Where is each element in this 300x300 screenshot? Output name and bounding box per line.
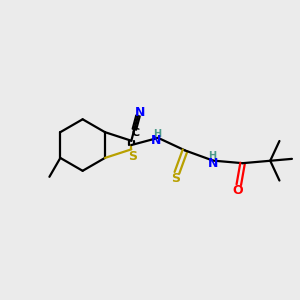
Text: N: N (135, 106, 145, 119)
Text: N: N (208, 157, 218, 170)
Text: O: O (232, 184, 243, 197)
Text: H: H (208, 151, 216, 160)
Text: S: S (171, 172, 180, 185)
Text: N: N (151, 134, 161, 147)
Text: C: C (131, 128, 140, 138)
Text: H: H (153, 129, 161, 139)
Text: S: S (128, 150, 137, 163)
